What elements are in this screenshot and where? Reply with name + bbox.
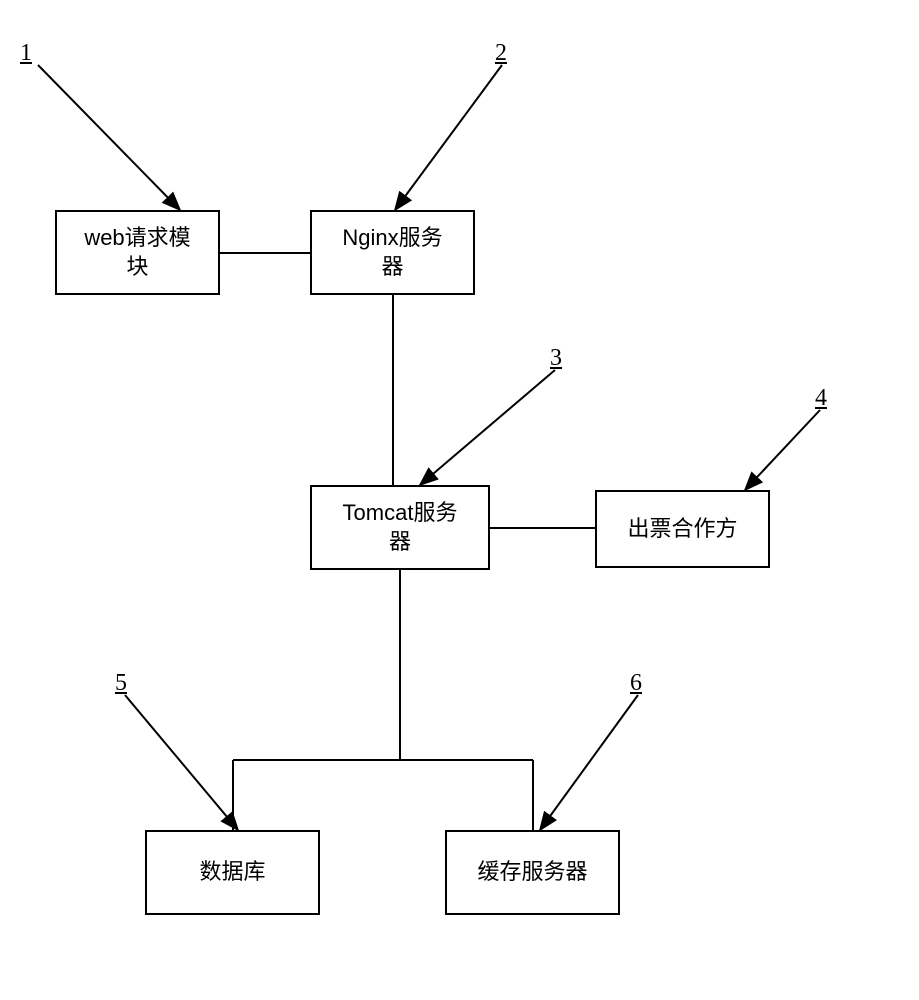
node-label: 缓存服务器 xyxy=(477,858,587,887)
node-label: Tomcat服务 器 xyxy=(343,499,458,556)
node-database: 数据库 xyxy=(145,830,320,915)
node-label: 数据库 xyxy=(199,858,265,887)
callout-label-4: 4 xyxy=(815,385,827,412)
callout-label-1: 1 xyxy=(20,40,32,67)
node-label: Nginx服务 器 xyxy=(342,224,442,281)
node-tomcat: Tomcat服务 器 xyxy=(310,485,490,570)
callout-label-2: 2 xyxy=(495,40,507,67)
node-label: web请求模 块 xyxy=(84,224,190,281)
callout-label-3: 3 xyxy=(550,345,562,372)
callout-label-5: 5 xyxy=(115,670,127,697)
node-nginx: Nginx服务 器 xyxy=(310,210,475,295)
node-cache_server: 缓存服务器 xyxy=(445,830,620,915)
callout-label-6: 6 xyxy=(630,670,642,697)
node-web_request: web请求模 块 xyxy=(55,210,220,295)
node-label: 出票合作方 xyxy=(627,515,737,544)
node-ticket_partner: 出票合作方 xyxy=(595,490,770,568)
